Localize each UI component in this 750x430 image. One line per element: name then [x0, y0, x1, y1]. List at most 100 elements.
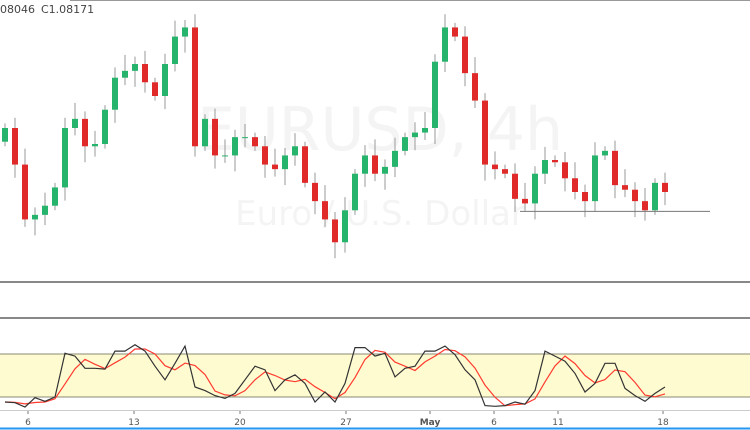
- candle: [192, 14, 198, 157]
- candle: [622, 169, 628, 198]
- candle-body: [132, 64, 138, 71]
- candle: [292, 133, 298, 166]
- candle-body: [332, 219, 338, 243]
- candle: [602, 146, 608, 160]
- candle: [572, 162, 578, 200]
- candle: [372, 139, 378, 182]
- candle: [122, 54, 128, 86]
- candle: [62, 117, 68, 201]
- candle-body: [472, 73, 478, 101]
- candle-body: [342, 210, 348, 243]
- candle: [422, 112, 428, 140]
- candle-body: [652, 182, 658, 211]
- candle-body: [622, 185, 628, 190]
- candle-body: [2, 128, 8, 142]
- candle: [82, 111, 88, 163]
- candle: [502, 164, 508, 179]
- candle-body: [262, 146, 268, 165]
- x-tick-label: 13: [128, 418, 139, 428]
- candle-body: [122, 70, 128, 78]
- candle-body: [492, 164, 498, 170]
- candle: [492, 151, 498, 180]
- candle: [162, 53, 168, 110]
- candle: [542, 146, 548, 184]
- candle: [312, 172, 318, 215]
- candle-body: [582, 192, 588, 202]
- candle: [612, 140, 618, 199]
- candle-body: [382, 166, 388, 174]
- candle: [242, 124, 248, 148]
- candle-body: [662, 182, 668, 192]
- candle: [332, 212, 338, 259]
- candle-body: [52, 187, 58, 206]
- candle-body: [82, 118, 88, 147]
- candle: [462, 26, 468, 87]
- candle-body: [402, 137, 408, 151]
- time-axis: 6 13 20 27 May 6 11 18: [0, 410, 750, 428]
- candle-body: [602, 150, 608, 156]
- candle-body: [12, 128, 18, 165]
- candle-body: [72, 118, 78, 128]
- candle-body: [482, 100, 488, 165]
- candle-body: [142, 64, 148, 83]
- candle-body: [92, 144, 98, 147]
- candle: [552, 155, 558, 167]
- close-value: C1.08171: [41, 3, 95, 16]
- candle-body: [352, 173, 358, 211]
- candle-body: [422, 128, 428, 133]
- candle-body: [532, 173, 538, 204]
- candle: [592, 142, 598, 212]
- candle: [152, 77, 158, 101]
- candle: [2, 123, 8, 147]
- x-tick-label: 11: [552, 418, 563, 428]
- candle-body: [302, 146, 308, 183]
- candle-body: [642, 201, 648, 211]
- open-value: 08046: [0, 3, 35, 16]
- candle-body: [462, 36, 468, 74]
- candle-body: [542, 160, 548, 174]
- candle-body: [112, 77, 118, 110]
- candle-body: [442, 27, 448, 62]
- candle: [92, 130, 98, 157]
- candle-body: [312, 182, 318, 202]
- candle: [252, 132, 258, 151]
- candle-body: [392, 150, 398, 167]
- candle: [352, 169, 358, 215]
- candle: [212, 108, 218, 169]
- candle: [402, 132, 408, 156]
- watermark-symbol: EURUSD, 4h: [197, 95, 563, 165]
- candle: [652, 178, 658, 215]
- x-tick-label: May: [420, 418, 441, 428]
- candle: [112, 67, 118, 123]
- candle: [642, 188, 648, 221]
- candle-body: [552, 160, 558, 163]
- candle-body: [182, 27, 188, 37]
- candle: [32, 207, 38, 236]
- candle: [282, 148, 288, 186]
- candle-body: [522, 198, 528, 204]
- candle: [222, 139, 228, 163]
- candle-body: [192, 27, 198, 147]
- candle: [52, 182, 58, 211]
- candle: [202, 114, 208, 151]
- candle-body: [372, 155, 378, 174]
- x-tick-label: 20: [234, 418, 246, 428]
- candle-body: [102, 109, 108, 144]
- x-tick-label: 6: [491, 418, 497, 428]
- candle-body: [572, 178, 578, 192]
- candle-body: [212, 118, 218, 156]
- stochastic-band: [0, 354, 750, 397]
- candle-body: [62, 128, 68, 188]
- candle-body: [172, 36, 178, 64]
- candle-body: [592, 155, 598, 202]
- candle-body: [222, 155, 228, 157]
- candle-body: [452, 27, 458, 37]
- candle: [262, 136, 268, 178]
- candle: [382, 159, 388, 190]
- candle: [362, 145, 368, 187]
- candle-body: [612, 150, 618, 186]
- candle: [472, 57, 478, 108]
- candle-body: [362, 155, 368, 174]
- candles: [2, 14, 710, 259]
